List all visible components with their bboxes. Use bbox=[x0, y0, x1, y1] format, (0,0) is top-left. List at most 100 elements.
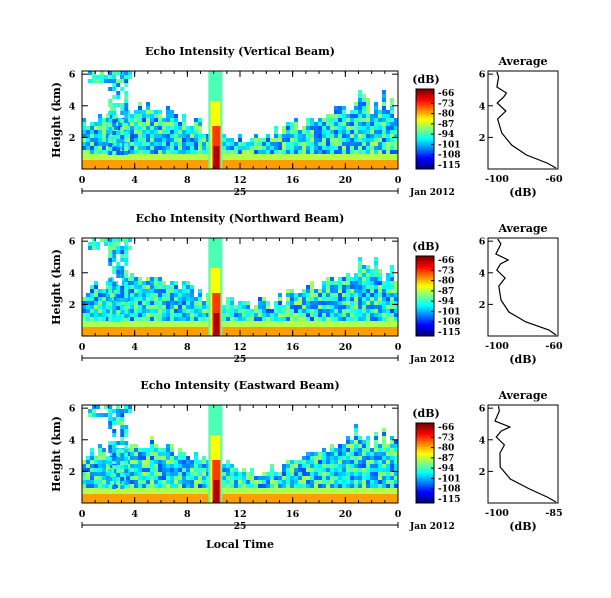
echo-cell bbox=[174, 301, 178, 305]
echo-cell bbox=[378, 448, 382, 452]
echo-cell bbox=[306, 289, 310, 293]
x-tick-label: 4 bbox=[131, 342, 138, 353]
echo-cell bbox=[354, 293, 358, 297]
echo-cell bbox=[370, 476, 374, 480]
echo-cell bbox=[238, 142, 242, 146]
colorbar-step bbox=[416, 117, 434, 120]
echo-cell bbox=[198, 150, 202, 154]
echo-cell bbox=[102, 138, 106, 142]
echo-cell bbox=[350, 110, 354, 114]
echo-cell bbox=[86, 480, 90, 484]
echo-cell bbox=[346, 452, 350, 456]
echo-cell bbox=[150, 305, 154, 309]
echo-cell bbox=[334, 146, 338, 150]
colorbar-label: -73 bbox=[438, 266, 454, 276]
echo-cell bbox=[290, 313, 294, 317]
x-tick-label: 12 bbox=[233, 509, 246, 520]
echo-cell bbox=[96, 413, 100, 417]
echo-cell bbox=[378, 142, 382, 146]
echo-cell bbox=[326, 142, 330, 146]
echo-cell bbox=[186, 464, 190, 468]
echo-cell bbox=[342, 460, 346, 464]
echo-cell bbox=[116, 103, 121, 107]
echo-cell bbox=[366, 460, 370, 464]
echo-cell bbox=[286, 301, 290, 305]
echo-cell bbox=[342, 476, 346, 480]
echo-cell bbox=[112, 103, 117, 107]
echo-cell bbox=[142, 281, 146, 285]
echo-cell bbox=[170, 309, 174, 313]
echo-cell bbox=[306, 146, 310, 150]
echo-cell bbox=[116, 421, 121, 425]
echo-cell bbox=[134, 476, 138, 480]
echo-cell bbox=[350, 277, 354, 281]
echo-cell bbox=[390, 452, 394, 456]
echo-cell bbox=[362, 265, 366, 269]
echo-cell bbox=[326, 472, 330, 476]
echo-cell bbox=[246, 317, 250, 321]
echo-cell bbox=[374, 448, 378, 452]
echo-cell bbox=[108, 425, 113, 429]
x-tick-label: 0 bbox=[79, 175, 86, 186]
echo-cell bbox=[124, 238, 128, 242]
echo-cell bbox=[202, 301, 206, 305]
echo-cell bbox=[112, 258, 117, 262]
echo-cell bbox=[150, 452, 154, 456]
echo-cell bbox=[206, 476, 210, 480]
echo-cell bbox=[120, 75, 124, 79]
echo-cell bbox=[86, 456, 90, 460]
echo-cell bbox=[158, 317, 162, 321]
average-profile-line bbox=[494, 405, 557, 503]
echo-cell bbox=[278, 301, 282, 305]
echo-cell bbox=[354, 106, 358, 110]
echo-cell bbox=[390, 448, 394, 452]
echo-cell bbox=[128, 405, 132, 409]
echo-cell bbox=[262, 309, 266, 313]
echo-cell bbox=[166, 448, 170, 452]
echo-cell bbox=[122, 146, 126, 150]
echo-cell bbox=[354, 476, 358, 480]
colorbar-step bbox=[416, 256, 434, 259]
echo-cell bbox=[108, 139, 113, 143]
echo-cell bbox=[102, 142, 106, 146]
echo-cell bbox=[134, 289, 138, 293]
echo-cell bbox=[82, 305, 86, 309]
average-x-tick-label: -60 bbox=[545, 341, 563, 352]
echo-cell bbox=[154, 138, 158, 142]
echo-cell bbox=[258, 142, 262, 146]
echo-cell bbox=[206, 297, 210, 301]
echo-cell bbox=[362, 118, 366, 122]
echo-cell bbox=[346, 468, 350, 472]
echo-cell bbox=[122, 281, 126, 285]
echo-cell bbox=[318, 472, 322, 476]
echo-cell bbox=[382, 150, 386, 154]
echo-cell bbox=[362, 313, 366, 317]
echo-cell bbox=[374, 126, 378, 130]
echo-cell bbox=[350, 460, 354, 464]
echo-cell bbox=[186, 134, 190, 138]
echo-cell bbox=[266, 313, 270, 317]
echo-cell bbox=[330, 285, 334, 289]
echo-cell bbox=[178, 126, 182, 130]
average-title: Average bbox=[497, 222, 547, 235]
echo-cell bbox=[346, 480, 350, 484]
echo-cell bbox=[158, 281, 162, 285]
echo-cell bbox=[314, 472, 318, 476]
echo-cell bbox=[318, 126, 322, 130]
echo-cell bbox=[182, 285, 186, 289]
echo-cell bbox=[334, 301, 338, 305]
echo-cell bbox=[266, 146, 270, 150]
echo-cell bbox=[120, 453, 125, 457]
echo-cell bbox=[338, 146, 342, 150]
echo-cell bbox=[366, 146, 370, 150]
echo-cell bbox=[374, 444, 378, 448]
echo-cell bbox=[138, 448, 142, 452]
echo-cell bbox=[238, 146, 242, 150]
echo-cell bbox=[334, 138, 338, 142]
echo-cell bbox=[194, 456, 198, 460]
echo-cell bbox=[94, 289, 98, 293]
echo-cell bbox=[306, 456, 310, 460]
echo-cell bbox=[126, 472, 130, 476]
echo-cell bbox=[382, 428, 386, 432]
echo-cell bbox=[382, 289, 386, 293]
